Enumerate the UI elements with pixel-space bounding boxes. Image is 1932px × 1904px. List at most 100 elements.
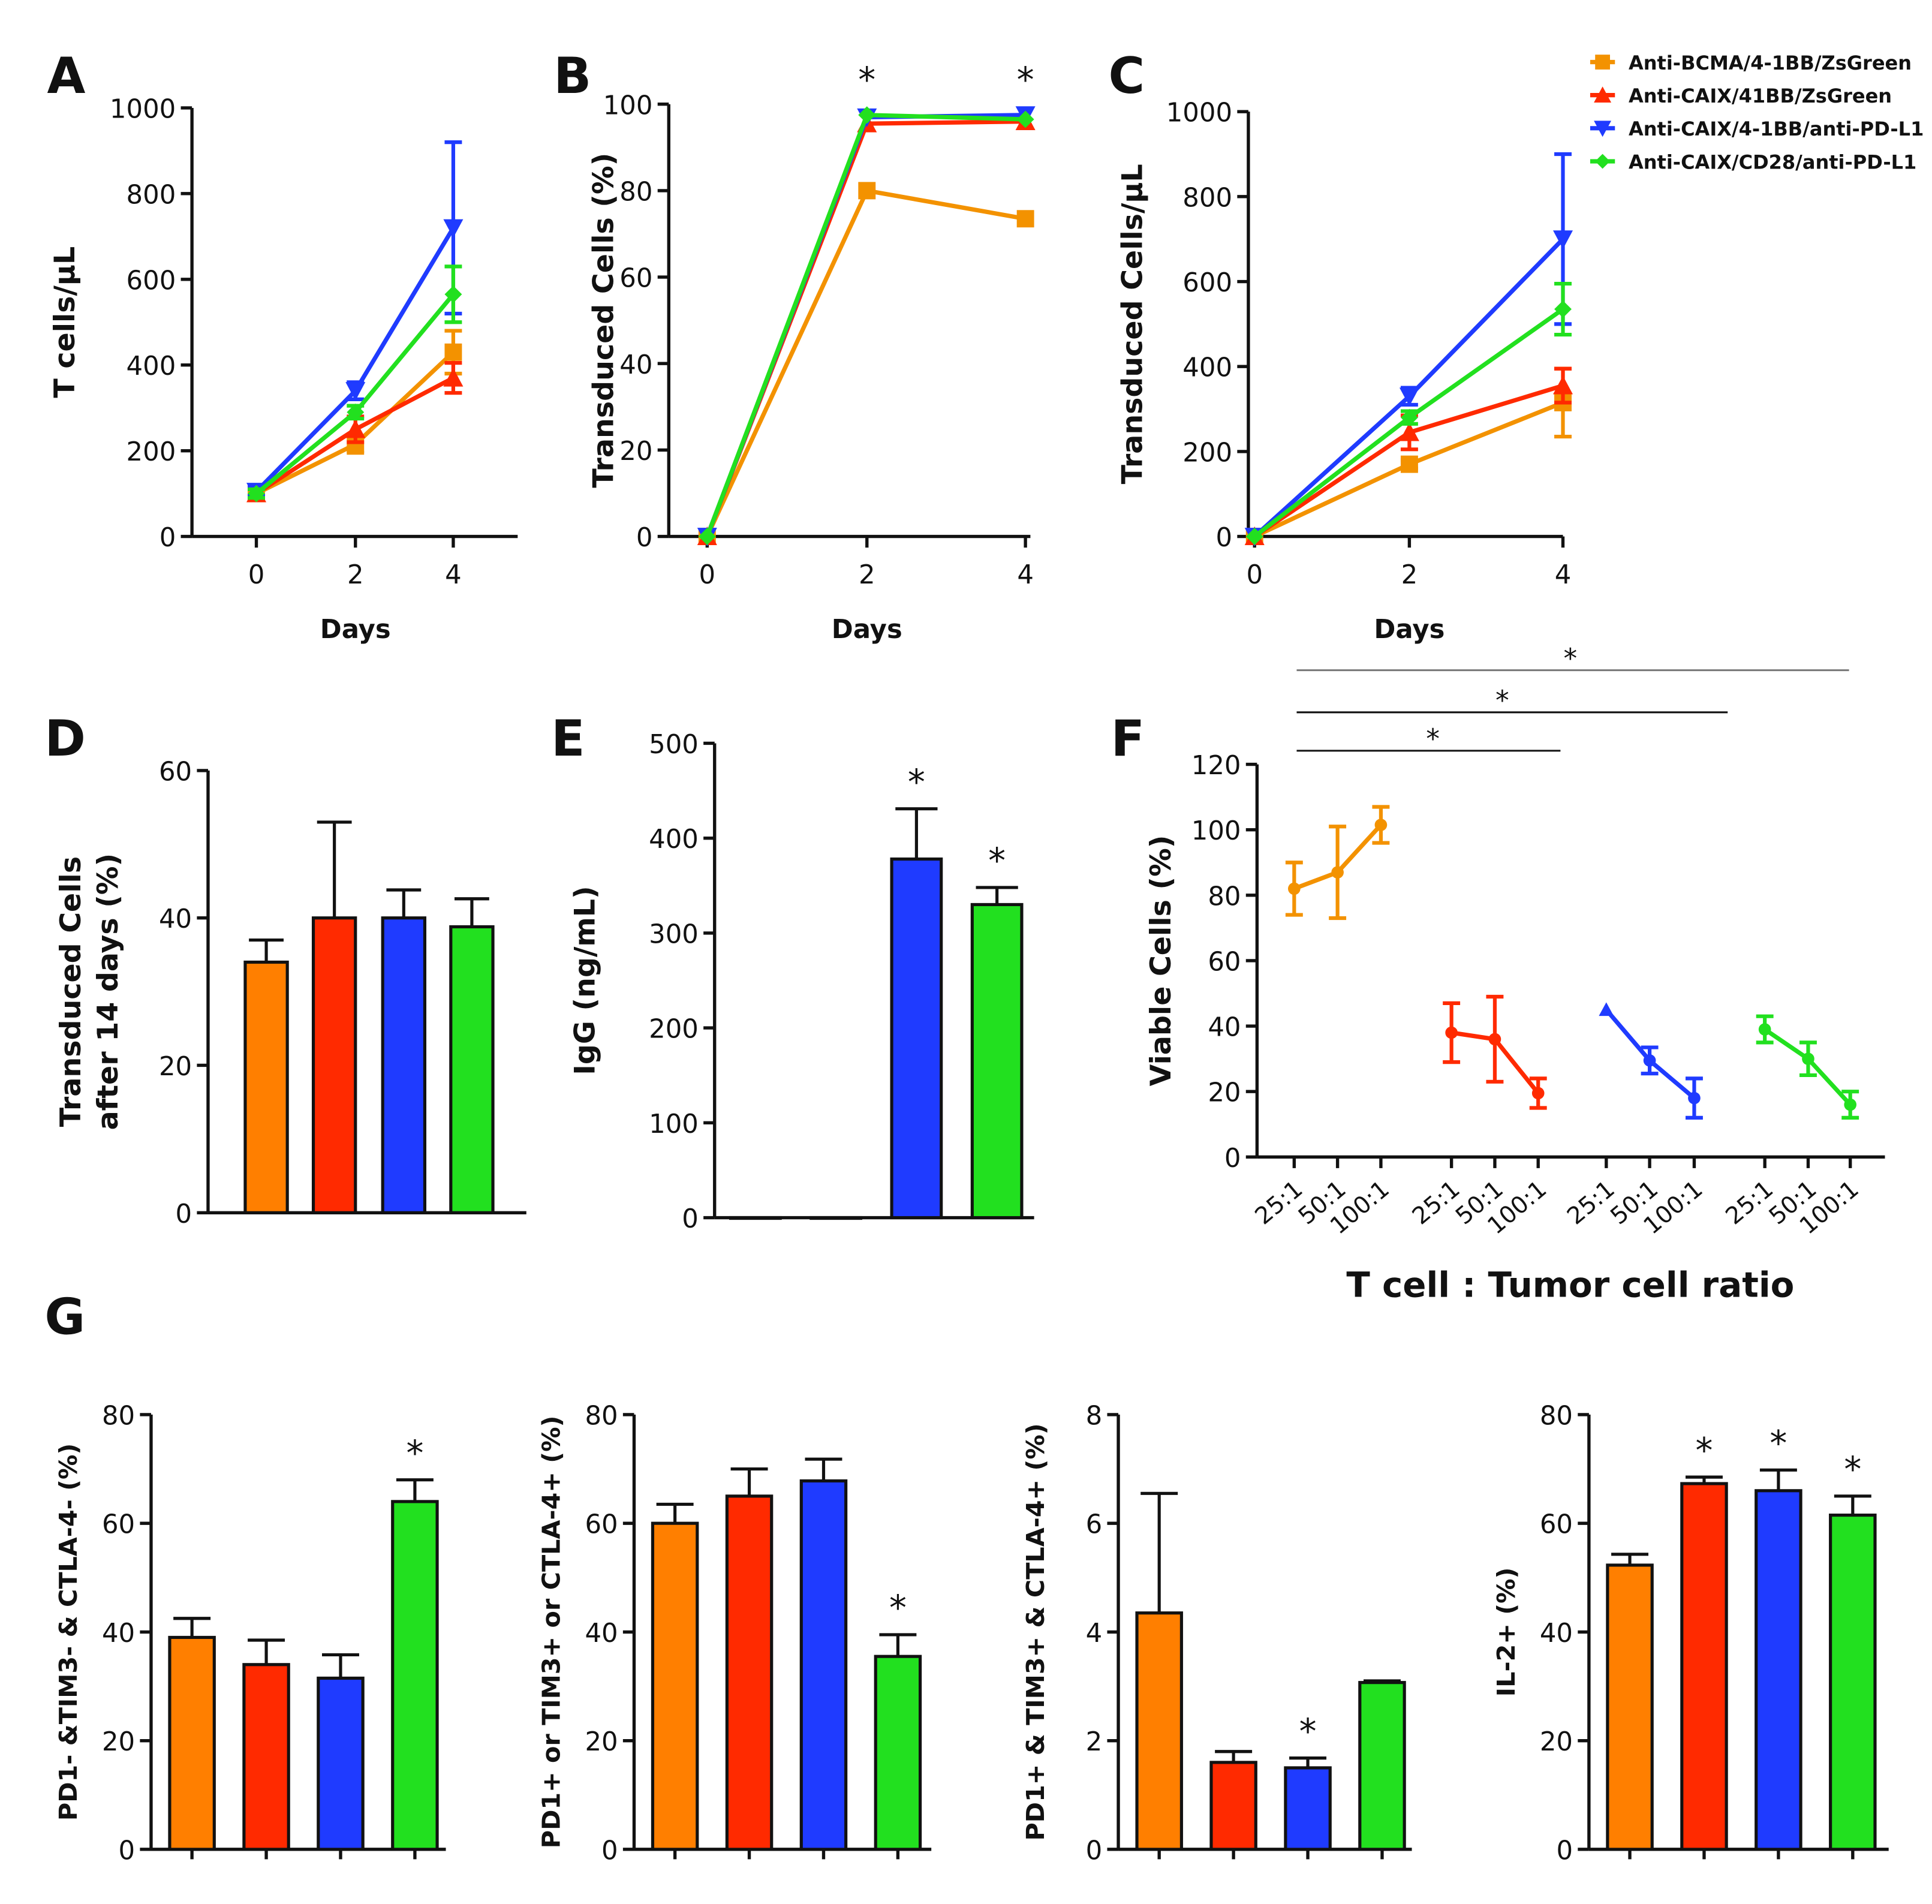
bar (1135, 1611, 1183, 1851)
marker-circle (1374, 819, 1388, 831)
bar (1284, 1766, 1332, 1851)
x-tick-label: 4 (1555, 560, 1572, 590)
error-bar (1611, 1553, 1649, 1565)
significance-star: * (1017, 59, 1034, 100)
legend: Anti-BCMA/4-1BB/ZsGreen Anti-CAIX/41BB/Zs… (1590, 52, 1924, 173)
y-tick-label: 20 (585, 1727, 618, 1757)
y-tick-label: 400 (649, 825, 699, 855)
bar (391, 1500, 439, 1851)
series-red (697, 112, 1036, 546)
series-orange (1285, 805, 1390, 921)
y-axis-label: PD1+ & TIM3+ & CTLA-4+ (%) (1021, 1423, 1050, 1840)
marker-triangle-down (345, 382, 366, 401)
y-tick-label: 120 (1191, 751, 1241, 781)
bar (1606, 1563, 1654, 1851)
bar (381, 916, 427, 1214)
y-tick-label: 600 (1182, 268, 1232, 298)
significance-star: * (1564, 642, 1578, 674)
y-tick-label: 100 (603, 91, 653, 121)
y-axis-label: PD1+ or TIM3+ or CTLA-4+ (%) (537, 1416, 566, 1849)
y-tick-label: 0 (1224, 1144, 1241, 1174)
panel-E: 0 100 200 300 400 500 IgG (ng/mL) * * (568, 730, 1034, 1234)
series-orange (698, 182, 1034, 546)
x-tick-label: 2 (347, 560, 364, 590)
error-bar (1289, 1756, 1327, 1768)
marker-triangle-up (1399, 422, 1419, 441)
series-blue (697, 106, 1036, 547)
y-tick-label: 60 (585, 1510, 618, 1540)
error-bar (1685, 1475, 1723, 1484)
bar (242, 1663, 290, 1851)
x-tick-label: 0 (248, 560, 265, 590)
significance-star: * (406, 1433, 423, 1473)
marker-square (858, 182, 876, 200)
y-tick-label: 40 (159, 904, 192, 934)
legend-label: Anti-CAIX/4-1BB/anti-PD-L1 (1629, 118, 1924, 140)
error-bar (656, 1502, 694, 1524)
panel-B: 0 20 40 60 80 100 Transduced Cells (%) 0 2 4 Days *… (587, 59, 1036, 645)
error-bar (976, 886, 1018, 905)
marker-triangle-up (443, 368, 464, 387)
y-tick-label: 0 (176, 1199, 192, 1229)
y-tick-label: 40 (619, 350, 652, 380)
y-tick-label: 40 (1540, 1619, 1573, 1649)
bar (651, 1521, 699, 1851)
y-tick-label: 400 (1182, 353, 1232, 383)
marker-square (444, 343, 462, 361)
bar (243, 960, 289, 1214)
y-tick-label: 100 (1191, 816, 1241, 846)
x-axis-label: Days (1374, 615, 1445, 645)
y-tick-label: 300 (649, 919, 699, 949)
error-bar (386, 888, 422, 918)
marker-triangle-up (1552, 375, 1573, 395)
y-tick-label: 80 (1208, 882, 1241, 912)
x-tick-label: 25:1 (1250, 1175, 1308, 1230)
y-tick-label: 6 (1086, 1510, 1103, 1540)
y-tick-label: 80 (619, 177, 652, 207)
error-bar (1363, 1679, 1401, 1683)
y-tick-label: 60 (619, 264, 652, 294)
significance-star: * (1299, 1711, 1317, 1752)
y-tick-label: 20 (619, 437, 652, 467)
y-axis-label: PD1- &TIM3- & CTLA-4- (%) (54, 1443, 83, 1821)
y-tick-label: 200 (649, 1015, 699, 1045)
x-tick-label: 0 (1246, 560, 1263, 590)
significance-star: * (1495, 685, 1509, 717)
y-tick-label: 0 (1215, 523, 1232, 553)
x-tick-label: 25:1 (1407, 1175, 1465, 1230)
x-axis-label: Days (320, 615, 391, 645)
y-tick-label: 40 (1208, 1013, 1241, 1043)
error-bar (249, 938, 284, 962)
bar (970, 903, 1024, 1220)
marker-triangle-down (1552, 230, 1573, 249)
error-bar (730, 1467, 768, 1496)
x-tick-label: 2 (1401, 560, 1418, 590)
panel-label: G (44, 1289, 85, 1346)
y-axis-label: Transduced Cells (55, 856, 88, 1127)
bar (1680, 1482, 1728, 1851)
y-tick-label: 2 (1086, 1727, 1103, 1757)
error-bar (879, 1633, 917, 1657)
significance-star: * (1770, 1423, 1787, 1464)
y-tick-label: 800 (127, 180, 176, 210)
series-line (705, 188, 1026, 538)
bar (799, 1479, 848, 1851)
y-tick-label: 60 (102, 1510, 135, 1540)
bar (809, 1216, 863, 1220)
y-tick-label: 0 (601, 1836, 618, 1866)
y-axis-label: Viable Cells (%) (1145, 835, 1178, 1087)
panel-G2: 0 20 40 60 80 PD1+ or TIM3+ or CTLA-4+ (%) * (537, 1401, 932, 1866)
error-bar (322, 1653, 359, 1679)
error-bar (895, 807, 938, 859)
series-red (1244, 366, 1573, 546)
y-tick-label: 0 (682, 1204, 699, 1234)
bar (890, 857, 943, 1220)
marker-triangle-down (443, 219, 464, 238)
marker-diamond (858, 106, 876, 124)
series-green (1756, 1014, 1859, 1120)
panel-A: 0 200 400 600 800 1000 T cells/µL 0 2 4 Days (49, 94, 518, 645)
y-axis-label: IgG (ng/mL) (568, 886, 601, 1075)
significance-star: * (1696, 1430, 1713, 1470)
legend-label: Anti-CAIX/CD28/anti-PD-L1 (1629, 151, 1916, 173)
